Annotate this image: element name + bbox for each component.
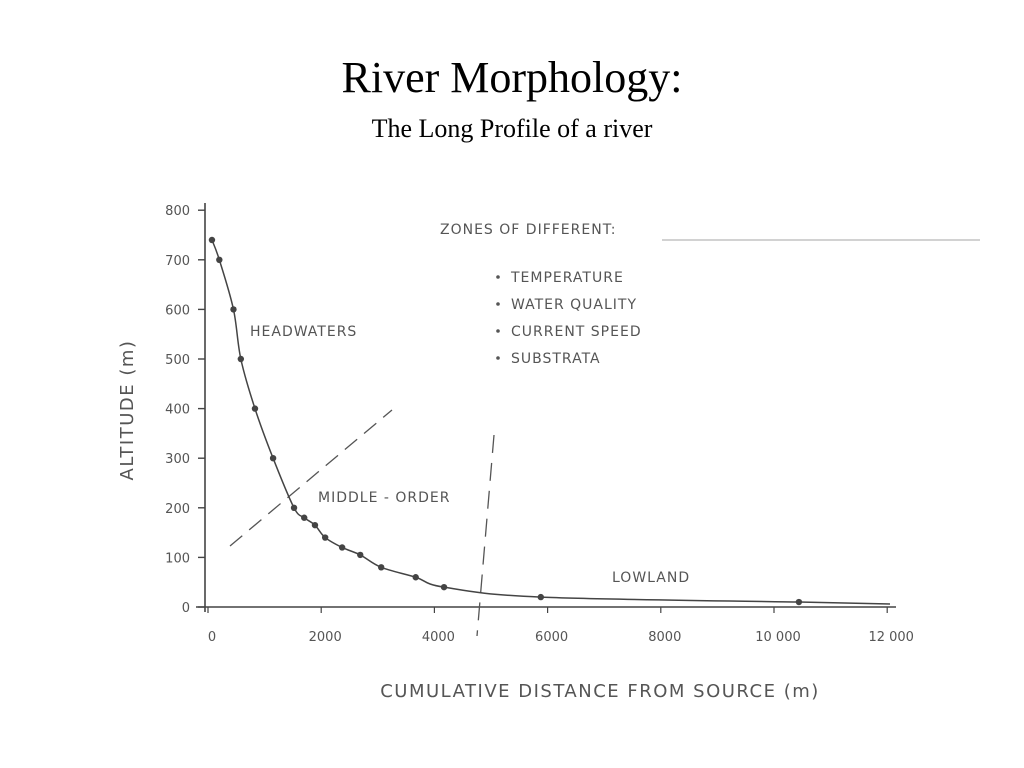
data-point [357,551,364,559]
zone-item: SUBSTRATA [511,351,601,367]
data-point [216,256,223,263]
data-point [795,598,803,606]
data-point [208,236,216,244]
data-point [537,593,545,601]
x-axis-title: CUMULATIVE DISTANCE FROM SOURCE (m) [380,681,820,702]
y-axis-title: ALTITUDE (m) [117,340,138,481]
x-tick-label: 12 000 [868,630,914,645]
bullet-icon [496,302,500,306]
x-tick-label: 10 000 [755,630,801,645]
data-point [311,521,319,529]
lowland-label: LOWLAND [612,570,690,586]
bullet-icon [496,329,500,333]
bullet-icon [496,356,500,360]
slide-subtitle: The Long Profile of a river [371,114,653,143]
y-tick-label: 600 [165,303,190,318]
slide-title: River Morphology: [341,53,683,102]
data-point [251,405,259,412]
zone-item: WATER QUALITY [511,297,637,313]
middle-order-label: MIDDLE - ORDER [318,490,450,506]
zone-item: TEMPERATURE [510,270,624,286]
y-tick-label: 0 [182,601,190,616]
x-tick-label: 0 [208,630,216,645]
x-tick-label: 8000 [648,630,681,645]
data-point [301,514,308,521]
x-tick-label: 4000 [422,630,455,645]
x-tick-label: 6000 [535,630,568,645]
middle-lowland-boundary [476,434,495,637]
y-tick-label: 300 [165,452,190,467]
data-point [412,574,419,581]
x-ticks: 0 2000 4000 6000 8000 10 000 12 000 [207,607,914,645]
x-tick-label: 2000 [309,630,342,645]
bullet-icon [496,275,500,279]
y-tick-label: 800 [165,204,190,219]
zone-item: CURRENT SPEED [511,324,642,340]
headwaters-label: HEADWATERS [250,324,357,340]
data-point [440,583,448,591]
y-tick-label: 500 [165,353,190,368]
y-tick-label: 700 [165,254,190,269]
zones-heading: ZONES OF DIFFERENT: [440,222,616,238]
data-point [377,564,385,571]
y-tick-label: 100 [165,551,190,566]
headwaters-middle-boundary [229,409,393,547]
data-point [269,455,277,462]
data-point [338,544,346,551]
data-point [290,504,298,511]
y-tick-label: 400 [165,403,190,418]
y-tick-label: 200 [165,502,190,517]
y-ticks: 0 100 200 300 400 500 600 700 800 [165,204,205,616]
profile-line [211,239,891,605]
data-points [208,236,803,606]
data-point [321,534,329,541]
zones-list: TEMPERATURE WATER QUALITY CURRENT SPEED SUB… [496,270,641,367]
data-point [230,306,237,313]
data-point [237,355,245,363]
